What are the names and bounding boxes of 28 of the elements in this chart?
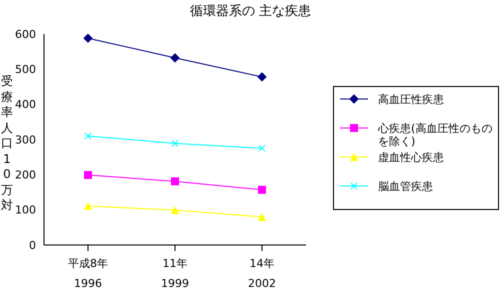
legend-label: 虚血性心疾患: [378, 151, 445, 164]
point: [258, 186, 266, 194]
point: [171, 206, 179, 214]
x-tick-label: 14年 2002: [248, 257, 276, 290]
x-tick-label: 平成8年 1996: [68, 257, 108, 290]
y-tick-label: 300: [15, 133, 36, 146]
point: [171, 177, 179, 186]
text: 受療率人口10万対: [1, 74, 13, 212]
y-tick-label: 500: [15, 63, 36, 76]
y-tick-label: 600: [15, 28, 36, 41]
legend-label: 脳血管疾患: [378, 180, 434, 193]
point: [84, 34, 92, 43]
legend-label: 高血圧性疾患: [378, 93, 445, 106]
point: [84, 132, 92, 140]
y-tick-label: 200: [15, 168, 36, 182]
point: [258, 144, 266, 152]
y-tick-label: 0: [29, 238, 36, 252]
y-tick-label: 400: [15, 98, 36, 112]
chart-title: 循環器系の 主な疾患: [188, 3, 312, 20]
point: [172, 140, 178, 147]
point: [84, 171, 92, 180]
point: [170, 53, 180, 62]
y-tick-label: 100: [15, 204, 36, 217]
point: [84, 202, 92, 210]
point: [258, 212, 266, 221]
x-tick-label: 11年 1999: [161, 257, 189, 290]
legend-label: 心疾患(高血圧性のものを除く): [378, 122, 494, 148]
point: [258, 72, 266, 82]
